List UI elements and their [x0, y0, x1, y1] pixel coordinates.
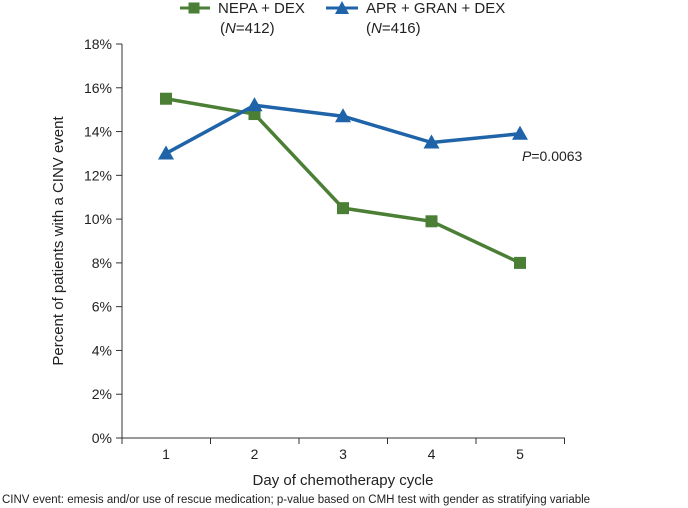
y-ticks: 0% 2% 4% 6% 8% 10% 12% 14% 16% 18% [84, 36, 122, 446]
data-point-nepa [337, 202, 349, 215]
y-tick-label: 18% [84, 36, 112, 52]
y-tick-label: 4% [92, 342, 112, 358]
x-tick-label: 5 [516, 446, 524, 462]
series-group [158, 92, 528, 269]
legend-marker-apr [335, 1, 349, 14]
data-point-apr [335, 108, 351, 123]
x-tick-label: 1 [162, 446, 170, 462]
data-point-apr [423, 134, 440, 149]
data-point-nepa [425, 215, 438, 228]
y-tick-label: 0% [92, 430, 112, 446]
data-point-apr [158, 145, 174, 160]
x-tick-label: 4 [428, 446, 436, 462]
legend-n-apr: (N=416) [366, 20, 421, 37]
y-tick-label: 2% [92, 386, 112, 402]
y-tick-label: 6% [92, 299, 112, 315]
legend-n-nepa: (N=412) [220, 20, 275, 37]
y-tick-label: 14% [84, 124, 112, 140]
legend-item-apr: APR + GRAN + DEX (N=416) [326, 0, 505, 37]
x-ticks: 1 2 3 4 5 [121, 438, 565, 462]
y-axis-title: Percent of patients with a CINV event [50, 116, 67, 366]
footnote: CINV event: emesis and/or use of rescue … [2, 494, 590, 506]
data-point-nepa [160, 92, 172, 105]
x-tick-label: 3 [339, 446, 347, 462]
legend-label-apr: APR + GRAN + DEX [366, 0, 505, 17]
x-axis-title: Day of chemotherapy cycle [253, 472, 434, 489]
data-point-nepa [514, 256, 526, 269]
y-tick-label: 10% [84, 211, 112, 227]
data-point-apr [512, 125, 528, 140]
legend: NEPA + DEX (N=412) APR + GRAN + DEX (N=4… [180, 0, 505, 37]
data-point-apr [246, 97, 263, 112]
y-tick-label: 8% [92, 255, 112, 271]
legend-item-nepa: NEPA + DEX (N=412) [180, 0, 305, 37]
y-tick-label: 12% [84, 167, 112, 183]
x-tick-label: 2 [251, 446, 259, 462]
legend-label-nepa: NEPA + DEX [218, 0, 305, 17]
p-value-annotation: P=0.0063 [522, 148, 583, 164]
legend-marker-nepa [188, 2, 200, 14]
y-tick-label: 16% [84, 80, 112, 96]
